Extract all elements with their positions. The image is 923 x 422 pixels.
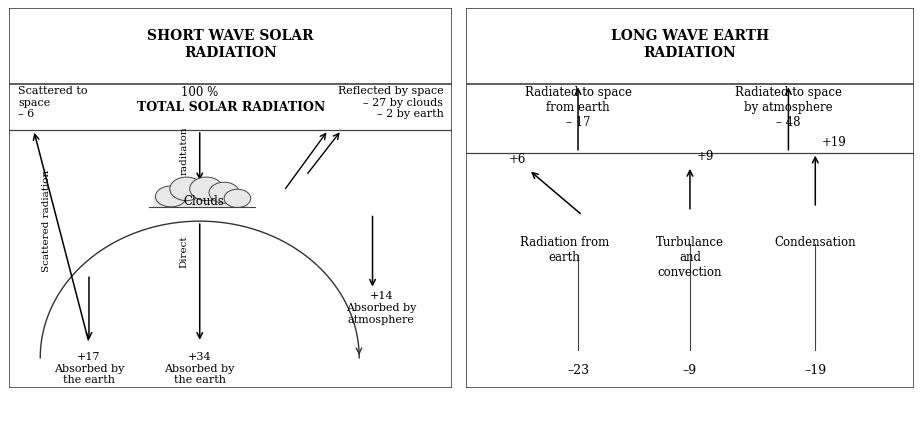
- Text: Condensation: Condensation: [774, 236, 857, 249]
- Bar: [153, 195, 248, 207]
- Text: –23: –23: [567, 363, 589, 376]
- Ellipse shape: [224, 189, 251, 208]
- Ellipse shape: [190, 177, 223, 200]
- Text: –19: –19: [804, 363, 826, 376]
- Text: TOTAL SOLAR RADIATION: TOTAL SOLAR RADIATION: [137, 101, 325, 114]
- Text: +6: +6: [509, 153, 526, 166]
- Text: +34
Absorbed by
the earth: +34 Absorbed by the earth: [164, 352, 235, 385]
- Text: +17
Absorbed by
the earth: +17 Absorbed by the earth: [54, 352, 125, 385]
- Text: Radiated to space
from earth
– 17: Radiated to space from earth – 17: [524, 86, 631, 129]
- Text: Radiated to space
by atmosphere
– 48: Radiated to space by atmosphere – 48: [735, 86, 842, 129]
- Text: LONG WAVE EARTH
RADIATION: LONG WAVE EARTH RADIATION: [611, 30, 769, 60]
- Text: Turbulance
and
convection: Turbulance and convection: [656, 236, 724, 279]
- Text: SHORT WAVE SOLAR
RADIATION: SHORT WAVE SOLAR RADIATION: [148, 30, 314, 60]
- Ellipse shape: [155, 186, 186, 207]
- Text: Direct: Direct: [180, 235, 188, 268]
- Text: 100 %: 100 %: [181, 86, 219, 99]
- Text: –9: –9: [683, 363, 697, 376]
- Ellipse shape: [170, 177, 203, 200]
- Text: Reflected by space
– 27 by clouds
– 2 by earth: Reflected by space – 27 by clouds – 2 by…: [338, 86, 443, 119]
- Text: +14
Absorbed by
atmosphere: +14 Absorbed by atmosphere: [346, 291, 416, 325]
- Text: Scattered to
space
– 6: Scattered to space – 6: [18, 86, 88, 119]
- Text: +9: +9: [697, 150, 714, 163]
- Text: Clouds: Clouds: [184, 195, 224, 208]
- Text: Scattered radiation: Scattered radiation: [42, 170, 52, 272]
- Text: Radiation from
earth: Radiation from earth: [520, 236, 609, 264]
- Ellipse shape: [209, 182, 239, 203]
- Text: raditaton: raditaton: [180, 127, 188, 175]
- Text: +19: +19: [822, 136, 846, 149]
